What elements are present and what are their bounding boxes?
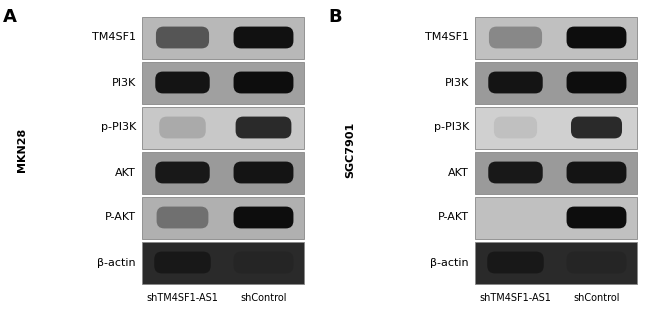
FancyBboxPatch shape (491, 207, 540, 228)
Bar (142, 107, 304, 148)
FancyBboxPatch shape (154, 252, 211, 273)
Text: shTM4SF1-AS1: shTM4SF1-AS1 (480, 293, 551, 303)
FancyBboxPatch shape (159, 116, 206, 139)
Bar (475, 242, 637, 284)
FancyBboxPatch shape (567, 252, 627, 273)
FancyBboxPatch shape (233, 27, 293, 48)
Text: AKT: AKT (448, 167, 469, 178)
FancyBboxPatch shape (155, 72, 210, 93)
FancyBboxPatch shape (567, 72, 627, 93)
Bar (142, 151, 304, 194)
Bar (475, 196, 637, 238)
Text: β-actin: β-actin (98, 258, 136, 268)
Text: B: B (328, 8, 342, 26)
FancyBboxPatch shape (233, 252, 293, 273)
Bar (142, 242, 304, 284)
Bar (142, 196, 304, 238)
Text: TM4SF1: TM4SF1 (92, 33, 136, 43)
Text: p-PI3K: p-PI3K (101, 123, 136, 132)
Bar (142, 17, 304, 59)
Text: PI3K: PI3K (445, 77, 469, 87)
Text: shControl: shControl (240, 293, 287, 303)
Text: AKT: AKT (115, 167, 136, 178)
Bar (475, 17, 637, 59)
Text: MKN28: MKN28 (17, 128, 27, 172)
Text: SGC7901: SGC7901 (345, 122, 355, 178)
Bar (475, 107, 637, 148)
FancyBboxPatch shape (567, 27, 627, 48)
FancyBboxPatch shape (494, 116, 537, 139)
FancyBboxPatch shape (233, 207, 293, 228)
FancyBboxPatch shape (235, 116, 291, 139)
Text: β-actin: β-actin (430, 258, 469, 268)
FancyBboxPatch shape (488, 72, 543, 93)
Text: shControl: shControl (573, 293, 619, 303)
Bar (142, 61, 304, 103)
FancyBboxPatch shape (156, 27, 209, 48)
Text: A: A (3, 8, 17, 26)
Bar (475, 61, 637, 103)
Text: P-AKT: P-AKT (438, 212, 469, 222)
Text: PI3K: PI3K (112, 77, 136, 87)
FancyBboxPatch shape (567, 207, 627, 228)
FancyBboxPatch shape (155, 162, 210, 183)
FancyBboxPatch shape (233, 162, 293, 183)
Text: shTM4SF1-AS1: shTM4SF1-AS1 (146, 293, 218, 303)
FancyBboxPatch shape (489, 27, 542, 48)
FancyBboxPatch shape (488, 162, 543, 183)
Text: p-PI3K: p-PI3K (434, 123, 469, 132)
FancyBboxPatch shape (488, 252, 544, 273)
Text: P-AKT: P-AKT (105, 212, 136, 222)
Bar (475, 151, 637, 194)
FancyBboxPatch shape (567, 162, 627, 183)
Text: TM4SF1: TM4SF1 (425, 33, 469, 43)
FancyBboxPatch shape (157, 207, 209, 228)
FancyBboxPatch shape (233, 72, 293, 93)
FancyBboxPatch shape (571, 116, 622, 139)
